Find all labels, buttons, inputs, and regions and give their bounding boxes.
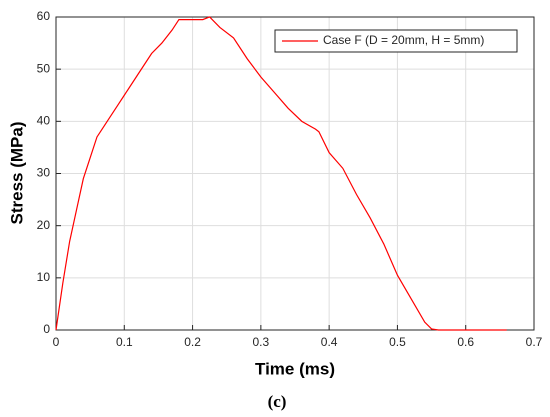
caption: (c) [268,392,287,411]
y-tick-label: 60 [37,9,51,23]
y-tick-label: 30 [37,166,51,180]
legend-box [274,29,518,53]
x-axis-label: Time (ms) [255,359,335,378]
data-line [55,16,507,331]
legend-label: Case F (D = 20mm, H = 5mm) [323,33,484,47]
y-tick-label: 20 [37,218,51,232]
y-tick-label: 50 [37,61,51,75]
x-tick-label: 0.2 [184,335,201,349]
y-axis-label: Stress (MPa) [7,122,26,225]
plot-frame [55,16,535,331]
x-tick-label: 0.5 [389,335,406,349]
y-tick-label: 0 [43,322,50,336]
x-tick-label: 0.4 [321,335,338,349]
y-tick-label: 10 [37,270,51,284]
y-tick-label: 40 [37,114,51,128]
x-tick-label: 0.1 [116,335,133,349]
x-tick-label: 0.3 [253,335,270,349]
x-tick-label: 0.6 [457,335,474,349]
x-tick-label: 0 [53,335,60,349]
x-tick-label: 0.7 [526,335,543,349]
